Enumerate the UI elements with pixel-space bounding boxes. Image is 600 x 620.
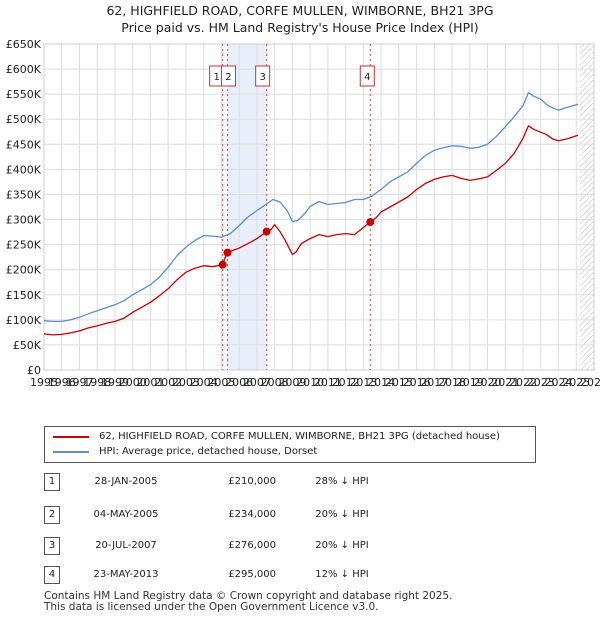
sale-price: £210,000: [228, 476, 276, 487]
y-tick-label: £300K: [6, 214, 42, 227]
x-tick-label: 2005: [207, 376, 235, 389]
x-tick-label: 2014: [367, 376, 395, 389]
legend-label-hpi: HPI: Average price, detached house, Dors…: [99, 446, 318, 457]
table-row: 2 04-MAY-2005 £234,000 20% ↓ HPI: [0, 505, 600, 525]
plot-frame: [43, 43, 595, 371]
y-tick-label: £650K: [6, 38, 42, 51]
sale-point-1: [218, 260, 227, 269]
shaded-period: [227, 44, 267, 370]
series-line-hpi: [43, 91, 579, 323]
sale-date: 20-JUL-2007: [95, 540, 157, 551]
y-tick-label: £0: [27, 364, 41, 377]
sale-label-text-1: 1: [213, 72, 219, 83]
chart-subtitle: Price paid vs. HM Land Registry's House …: [121, 20, 479, 35]
future-hatch-region: [579, 44, 594, 370]
sale-marker-number: 1: [44, 473, 60, 491]
sale-marker-number: 2: [44, 506, 60, 524]
sale-hpi-diff: 20% ↓ HPI: [315, 540, 369, 551]
footer-licence: This data is licensed under the Open Gov…: [44, 601, 379, 613]
sale-price: £276,000: [228, 540, 276, 551]
chart-legend: 62, HIGHFIELD ROAD, CORFE MULLEN, WIMBOR…: [44, 426, 536, 463]
y-tick-label: £50K: [13, 339, 42, 352]
legend-swatch-hpi: [53, 451, 89, 453]
table-row: 3 20-JUL-2007 £276,000 20% ↓ HPI: [0, 536, 600, 556]
sale-label-box-4: [359, 65, 375, 87]
x-tick-label: 2016: [403, 376, 431, 389]
sale-price: £295,000: [228, 569, 276, 580]
sale-label-text-3: 3: [259, 72, 265, 83]
x-tick-label: 2025: [562, 376, 590, 389]
x-tick-label: 2008: [261, 376, 289, 389]
y-tick-label: £550K: [6, 88, 42, 101]
x-tick-label: 2010: [296, 376, 324, 389]
sale-point-3: [262, 227, 271, 236]
sale-label-text-2: 2: [225, 72, 231, 83]
y-tick-label: £500K: [6, 113, 42, 126]
x-tick-label: 2001: [136, 376, 164, 389]
x-tick-label: 2023: [527, 376, 555, 389]
x-tick-label: 2000: [119, 376, 147, 389]
x-tick-label: 2007: [243, 376, 271, 389]
y-tick-label: £600K: [6, 63, 42, 76]
y-tick-label: £400K: [6, 163, 42, 176]
y-tick-label: £350K: [6, 188, 42, 201]
x-tick-label: 2009: [278, 376, 306, 389]
sale-marker-number: 4: [44, 566, 60, 584]
sale-label-box-3: [255, 65, 271, 87]
x-tick-label: 2004: [190, 376, 218, 389]
sale-hpi-diff: 12% ↓ HPI: [315, 569, 369, 580]
chart-title: 62, HIGHFIELD ROAD, CORFE MULLEN, WIMBOR…: [106, 3, 494, 18]
x-tick-label: 2022: [509, 376, 537, 389]
x-tick-label: 1999: [101, 376, 129, 389]
x-tick-label: 2011: [314, 376, 342, 389]
x-tick-label: 2021: [491, 376, 519, 389]
sale-marker-number: 3: [44, 537, 60, 555]
sale-hpi-diff: 20% ↓ HPI: [315, 509, 369, 520]
x-tick-label: 2002: [154, 376, 182, 389]
legend-label-property: 62, HIGHFIELD ROAD, CORFE MULLEN, WIMBOR…: [99, 431, 500, 442]
sale-date: 23-MAY-2013: [93, 569, 159, 580]
x-tick-label: 2012: [332, 376, 360, 389]
x-tick-label: 2019: [456, 376, 484, 389]
sale-hpi-diff: 28% ↓ HPI: [315, 476, 369, 487]
x-tick-label: 2017: [420, 376, 448, 389]
sale-date: 28-JAN-2005: [94, 476, 158, 487]
x-tick-label: 1995: [30, 376, 58, 389]
x-tick-label: 2006: [225, 376, 253, 389]
sale-point-4: [366, 218, 375, 227]
sale-date: 04-MAY-2005: [93, 509, 159, 520]
footer-copyright: Contains HM Land Registry data © Crown c…: [44, 590, 453, 602]
y-tick-label: £450K: [6, 138, 42, 151]
table-row: 1 28-JAN-2005 £210,000 28% ↓ HPI: [0, 472, 600, 492]
sale-price: £234,000: [228, 509, 276, 520]
x-tick-label: 2013: [349, 376, 377, 389]
table-row: 4 23-MAY-2013 £295,000 12% ↓ HPI: [0, 565, 600, 585]
x-tick-label: 2015: [385, 376, 413, 389]
price-chart: 1 2 3 4 £0 £50K £100K £150K £200K £250K £300K £350K…: [6, 38, 600, 389]
y-tick-label: £100K: [6, 314, 42, 327]
y-tick-label: £150K: [6, 289, 42, 302]
y-tick-label: £200K: [6, 264, 42, 277]
plot-area: [44, 44, 594, 370]
legend-swatch-property: [53, 436, 89, 438]
y-tick-label: £250K: [6, 239, 42, 252]
x-tick-label: 1997: [65, 376, 93, 389]
x-tick-label: 1998: [83, 376, 111, 389]
x-tick-label: 2020: [474, 376, 502, 389]
x-tick-label: 2018: [438, 376, 466, 389]
x-tick-label: 2024: [545, 376, 573, 389]
sale-label-box-2: [220, 65, 236, 87]
series-line-property: [43, 125, 579, 336]
x-tick-label: 2003: [172, 376, 200, 389]
x-tick-label: 1996: [48, 376, 76, 389]
sale-point-2: [223, 248, 232, 257]
sale-label-text-4: 4: [364, 72, 370, 83]
